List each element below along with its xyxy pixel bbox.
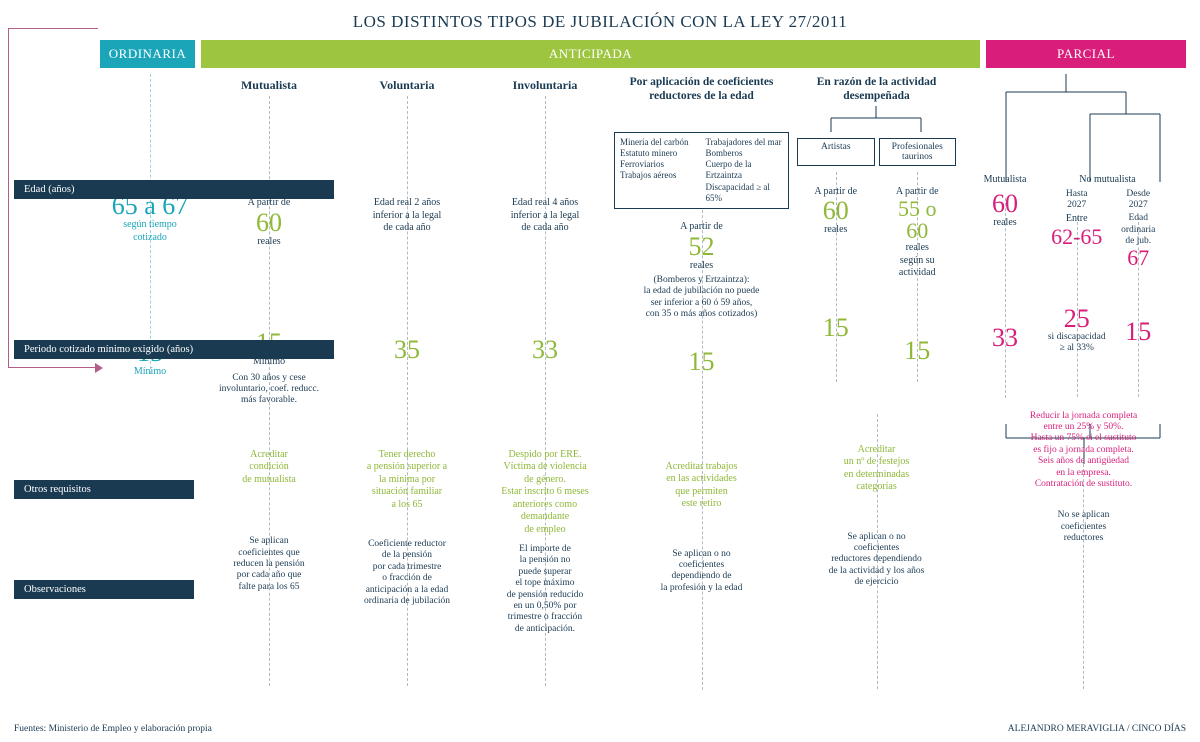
otros-voluntaria: Tener derecho a pensión superior a la mí… <box>338 445 476 516</box>
periodo-mutualista: 15 Mínimo Con 30 años y cese involuntari… <box>200 326 338 411</box>
edad-act-taurinos: A partir de 55 o 60 reales según su acti… <box>879 182 957 284</box>
row-label-periodo: Periodo cotizado mínimo exigido (años) <box>14 340 334 359</box>
col-actividad: En razón de la actividad desempeñada Art… <box>789 74 964 639</box>
col-parcial: Mutualista 60 reales 33 No mutualista Ha… <box>964 74 1169 639</box>
footer-source: Fuentes: Ministerio de Empleo y elaborac… <box>14 724 212 734</box>
row-label-edad: Edad (años) <box>14 180 334 199</box>
col-voluntaria: Voluntaria Edad real 2 años inferior a l… <box>338 74 476 639</box>
footer: Fuentes: Ministerio de Empleo y elaborac… <box>14 724 1186 734</box>
edad-act-artistas: A partir de 60 reales <box>797 182 875 241</box>
otros-coef: Acreditar trabajos en las actividades qu… <box>614 457 789 515</box>
edad-mutualista: A partir de 60 reales <box>200 193 338 252</box>
footer-credit: ALEJANDRO MERAVIGLIA / CINCO DÍAS <box>1008 724 1186 734</box>
otros-involuntaria: Despido por ERE. Víctima de violencia de… <box>476 445 614 541</box>
otros-parcial: Reducir la jornada completa entre un 25%… <box>964 407 1169 495</box>
obs-parcial: No se aplican coeficientes reductores <box>964 506 1169 548</box>
edad-coef: A partir de 52 reales (Bomberos y Ertzai… <box>614 217 789 325</box>
obs-mutualista: Se aplican coeficientes que reducen la p… <box>200 532 338 597</box>
periodo-voluntaria: 35 <box>338 333 476 367</box>
tab-parcial: PARCIAL <box>986 40 1186 68</box>
obs-coef: Se aplican o no coeficientes dependiendo… <box>614 545 789 599</box>
otros-mutualista: Acreditar condición de mutualista <box>200 445 338 491</box>
col-involuntaria: Involuntaria Edad real 4 años inferior a… <box>476 74 614 639</box>
row-label-otros: Otros requisitos <box>14 480 194 499</box>
otros-act: Acreditar un nº de festejos en determina… <box>789 440 964 498</box>
act-boxes: Artistas Profesionales taurinos <box>789 138 964 166</box>
periodo-act-taurinos: 15 <box>879 334 957 368</box>
obs-involuntaria: El importe de la pensión no puede supera… <box>476 540 614 639</box>
obs-act: Se aplican o no coeficientes reductores … <box>789 528 964 593</box>
periodo-coef: 15 <box>614 345 789 379</box>
category-tabs: ORDINARIA ANTICIPADA PARCIAL <box>0 40 1200 68</box>
row-label-obs: Observaciones <box>14 580 194 599</box>
parcial-top-row: Mutualista 60 reales 33 No mutualista Ha… <box>964 174 1169 355</box>
edad-voluntaria: Edad real 2 años inferior a la legal de … <box>338 193 476 239</box>
edad-involuntaria: Edad real 4 años inferior a la legal de … <box>476 193 614 239</box>
page-title: LOS DISTINTOS TIPOS DE JUBILACIÓN CON LA… <box>0 0 1200 40</box>
coef-activities-box: Minería del carbón Estatuto minero Ferro… <box>614 132 789 210</box>
tab-ordinaria: ORDINARIA <box>100 40 195 68</box>
sub-coef: Por aplicación de coeficientes reductore… <box>614 74 789 110</box>
col-coeficientes: Por aplicación de coeficientes reductore… <box>614 74 789 639</box>
obs-voluntaria: Coeficiente reductor de la pensión por c… <box>338 535 476 611</box>
periodo-involuntaria: 33 <box>476 333 614 367</box>
periodo-act-artistas: 15 <box>797 311 875 345</box>
sub-act: En razón de la actividad desempeñada <box>789 74 964 110</box>
tab-anticipada: ANTICIPADA <box>201 40 980 68</box>
